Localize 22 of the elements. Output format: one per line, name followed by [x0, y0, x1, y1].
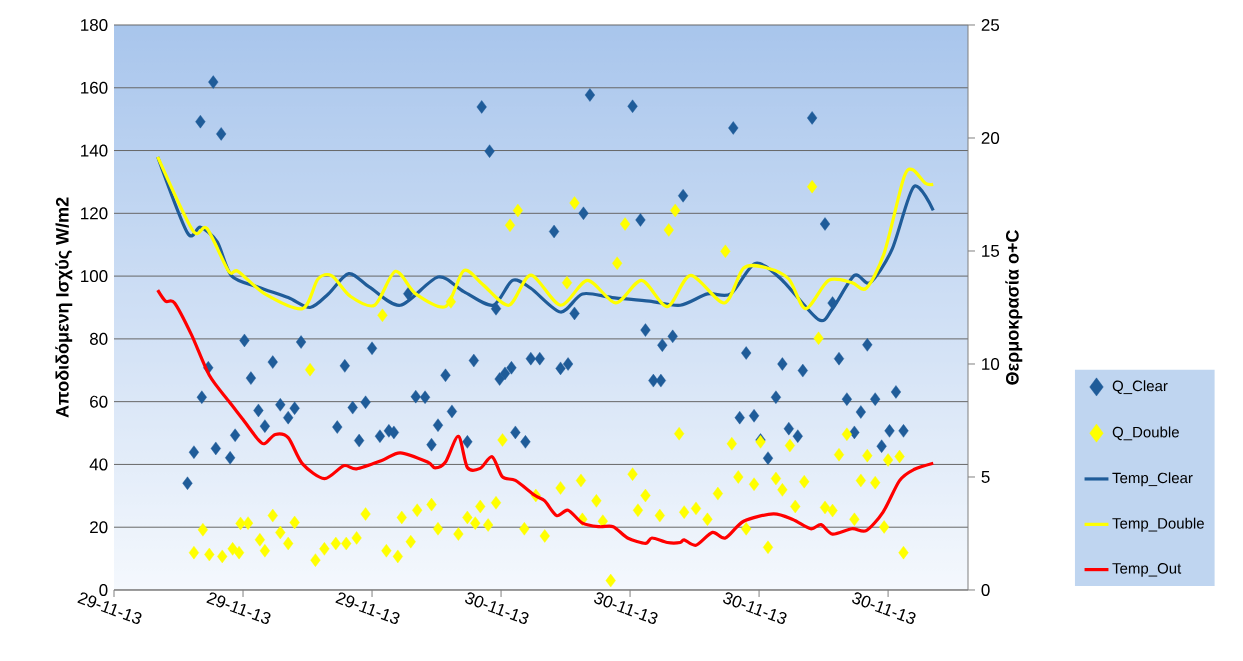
y-tick-label: 160 — [81, 81, 108, 94]
y-tick-label: 120 — [81, 207, 108, 220]
legend-label: Temp_Out — [1112, 563, 1182, 577]
legend-label: Temp_Double — [1112, 517, 1204, 532]
y-tick-label: 40 — [89, 458, 108, 471]
y2-tick-label: 10 — [982, 357, 1000, 371]
legend-label: Q_Double — [1112, 426, 1179, 441]
y-tick-label: 60 — [90, 395, 108, 408]
y-tick-label: 20 — [90, 521, 108, 534]
y2-tick-label: 15 — [982, 245, 1000, 257]
y2-tick-label: 20 — [981, 131, 1000, 145]
y-tick-label: 80 — [89, 332, 108, 345]
y2-tick-label: 5 — [981, 471, 990, 483]
y2-tick-label: 0 — [981, 583, 990, 597]
legend-label: Temp_Clear — [1112, 472, 1193, 487]
legend-label: Q_Clear — [1112, 380, 1168, 395]
y-tick-label: 180 — [81, 18, 108, 32]
y2-axis-title: Θερμοκρασία o+C — [1005, 230, 1023, 385]
y-tick-label: 100 — [81, 270, 108, 283]
y2-tick-label: 25 — [981, 18, 1000, 32]
y-tick-label: 140 — [81, 144, 108, 157]
y-axis-title: Αποδιδόμενη Ισχύς W/m2 — [55, 197, 73, 418]
